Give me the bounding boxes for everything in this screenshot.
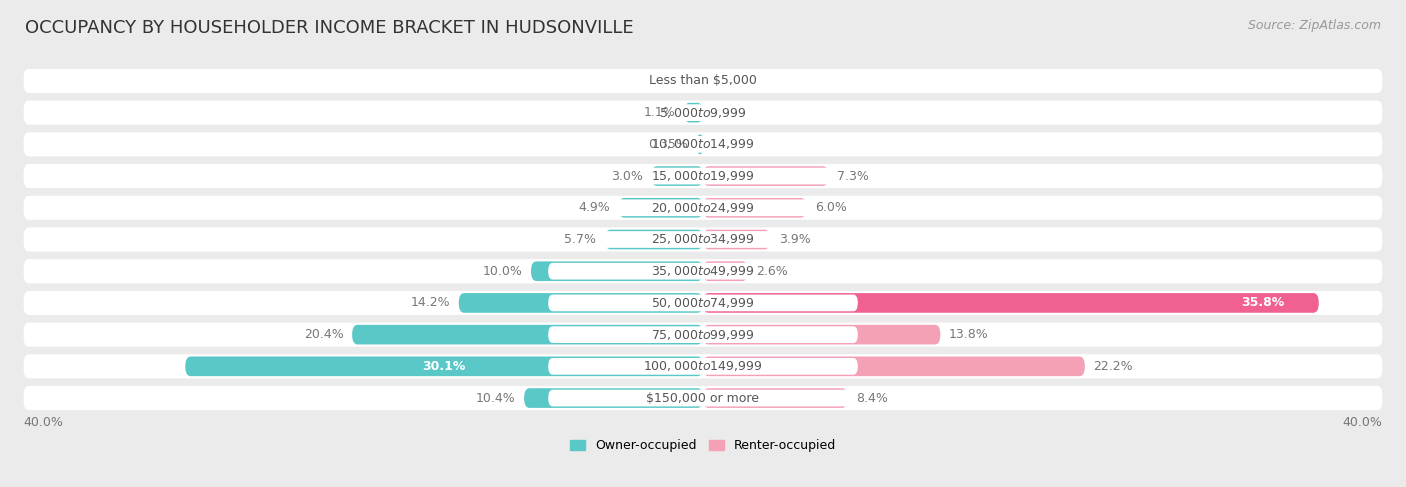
FancyBboxPatch shape [703, 166, 828, 186]
FancyBboxPatch shape [548, 295, 858, 311]
FancyBboxPatch shape [24, 164, 1382, 188]
FancyBboxPatch shape [524, 388, 703, 408]
FancyBboxPatch shape [24, 291, 1382, 315]
FancyBboxPatch shape [703, 198, 806, 218]
Text: 40.0%: 40.0% [24, 416, 63, 430]
Text: 35.8%: 35.8% [1241, 297, 1284, 309]
Text: $10,000 to $14,999: $10,000 to $14,999 [651, 137, 755, 151]
Text: $35,000 to $49,999: $35,000 to $49,999 [651, 264, 755, 278]
Text: 2.6%: 2.6% [756, 265, 789, 278]
FancyBboxPatch shape [651, 166, 703, 186]
FancyBboxPatch shape [548, 231, 858, 248]
Text: $20,000 to $24,999: $20,000 to $24,999 [651, 201, 755, 215]
Text: 40.0%: 40.0% [1343, 416, 1382, 430]
FancyBboxPatch shape [548, 104, 858, 121]
FancyBboxPatch shape [352, 325, 703, 344]
Text: 7.3%: 7.3% [837, 169, 869, 183]
Text: $15,000 to $19,999: $15,000 to $19,999 [651, 169, 755, 183]
Text: Less than $5,000: Less than $5,000 [650, 75, 756, 88]
Text: 14.2%: 14.2% [411, 297, 450, 309]
FancyBboxPatch shape [24, 132, 1382, 156]
Text: 20.4%: 20.4% [304, 328, 343, 341]
FancyBboxPatch shape [24, 196, 1382, 220]
FancyBboxPatch shape [548, 263, 858, 280]
FancyBboxPatch shape [548, 326, 858, 343]
Text: $150,000 or more: $150,000 or more [647, 392, 759, 405]
FancyBboxPatch shape [24, 355, 1382, 378]
FancyBboxPatch shape [24, 259, 1382, 283]
Text: 3.9%: 3.9% [779, 233, 810, 246]
FancyBboxPatch shape [548, 73, 858, 89]
FancyBboxPatch shape [548, 168, 858, 185]
FancyBboxPatch shape [703, 230, 770, 249]
FancyBboxPatch shape [605, 230, 703, 249]
Text: 13.8%: 13.8% [949, 328, 988, 341]
Text: 10.0%: 10.0% [482, 265, 523, 278]
Text: 3.0%: 3.0% [612, 169, 643, 183]
Text: $75,000 to $99,999: $75,000 to $99,999 [651, 328, 755, 342]
Text: $100,000 to $149,999: $100,000 to $149,999 [644, 359, 762, 374]
FancyBboxPatch shape [24, 322, 1382, 347]
FancyBboxPatch shape [703, 293, 1319, 313]
Text: 4.9%: 4.9% [578, 201, 610, 214]
FancyBboxPatch shape [24, 69, 1382, 93]
Text: 0.35%: 0.35% [648, 138, 689, 151]
Text: $5,000 to $9,999: $5,000 to $9,999 [659, 106, 747, 120]
Legend: Owner-occupied, Renter-occupied: Owner-occupied, Renter-occupied [569, 439, 837, 452]
Text: 10.4%: 10.4% [475, 392, 516, 405]
FancyBboxPatch shape [703, 356, 1085, 376]
FancyBboxPatch shape [685, 103, 703, 122]
FancyBboxPatch shape [703, 388, 848, 408]
FancyBboxPatch shape [24, 227, 1382, 252]
Text: 30.1%: 30.1% [422, 360, 465, 373]
FancyBboxPatch shape [548, 358, 858, 375]
Text: OCCUPANCY BY HOUSEHOLDER INCOME BRACKET IN HUDSONVILLE: OCCUPANCY BY HOUSEHOLDER INCOME BRACKET … [25, 19, 634, 37]
FancyBboxPatch shape [703, 262, 748, 281]
Text: Source: ZipAtlas.com: Source: ZipAtlas.com [1247, 19, 1381, 33]
Text: $25,000 to $34,999: $25,000 to $34,999 [651, 232, 755, 246]
Text: 5.7%: 5.7% [564, 233, 596, 246]
Text: 1.1%: 1.1% [644, 106, 675, 119]
FancyBboxPatch shape [697, 134, 703, 154]
FancyBboxPatch shape [548, 199, 858, 216]
FancyBboxPatch shape [24, 386, 1382, 410]
Text: 8.4%: 8.4% [856, 392, 889, 405]
FancyBboxPatch shape [703, 325, 941, 344]
Text: $50,000 to $74,999: $50,000 to $74,999 [651, 296, 755, 310]
FancyBboxPatch shape [548, 390, 858, 407]
FancyBboxPatch shape [24, 101, 1382, 125]
Text: 6.0%: 6.0% [815, 201, 846, 214]
FancyBboxPatch shape [531, 262, 703, 281]
FancyBboxPatch shape [548, 136, 858, 153]
FancyBboxPatch shape [619, 198, 703, 218]
FancyBboxPatch shape [458, 293, 703, 313]
FancyBboxPatch shape [186, 356, 703, 376]
Text: 22.2%: 22.2% [1094, 360, 1133, 373]
